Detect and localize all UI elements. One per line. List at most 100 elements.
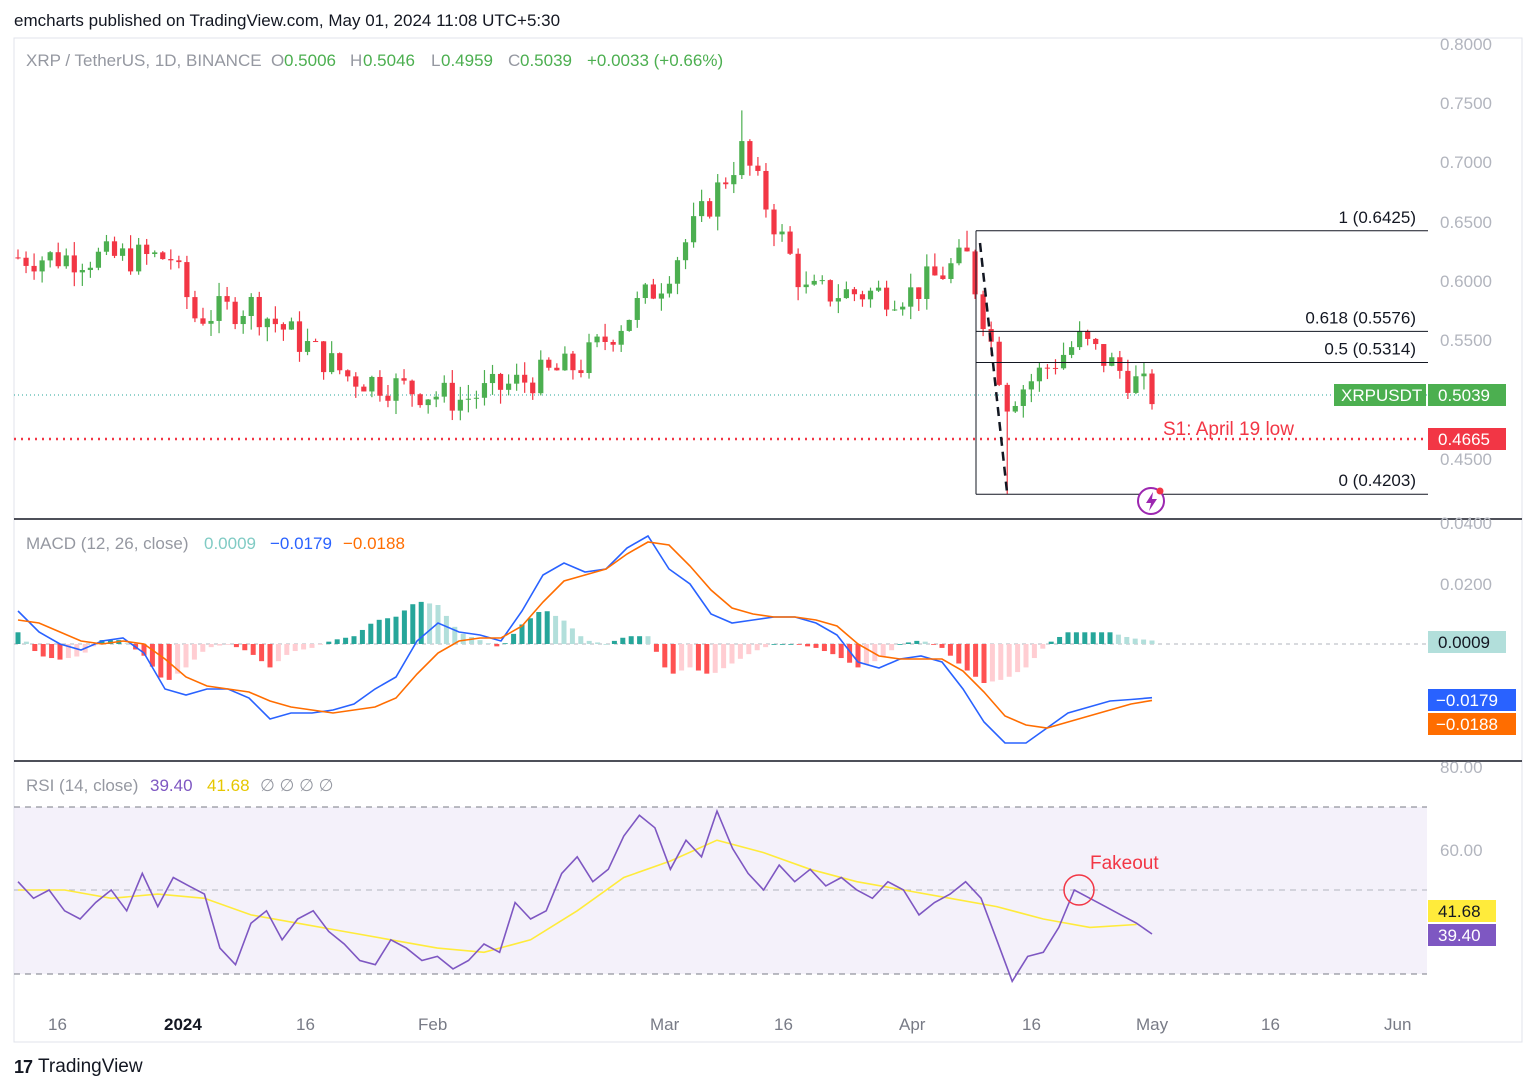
candle <box>256 291 262 336</box>
macd-hist-bar <box>620 637 626 644</box>
candle-body <box>594 336 600 343</box>
macd-hist-bar <box>905 642 911 644</box>
candle <box>739 110 745 180</box>
macd-hist-bar <box>410 604 416 644</box>
macd-hist-bar <box>49 644 55 659</box>
macd-hist-bar <box>511 633 517 644</box>
candle-body <box>610 341 616 345</box>
price-axis-tick: 0.6500 <box>1440 213 1492 232</box>
candle <box>1133 365 1139 395</box>
candle <box>160 251 166 260</box>
candle <box>240 310 246 334</box>
macd-hist-bar <box>704 644 710 674</box>
candle-body <box>369 376 375 392</box>
macd-hist-bar <box>326 641 332 644</box>
candle <box>321 341 327 380</box>
candle <box>208 310 214 336</box>
rsi-legend-extra: ∅ ∅ ∅ ∅ <box>260 776 333 795</box>
macd-legend: MACD (12, 26, close) 0.0009 −0.0179 −0.0… <box>26 534 405 553</box>
candle <box>47 251 53 268</box>
candle <box>505 374 512 396</box>
macd-hist-bar <box>1099 632 1105 644</box>
candle <box>916 287 922 311</box>
candle <box>1117 350 1123 379</box>
candle <box>618 325 624 352</box>
legend-h-label: H <box>350 51 362 70</box>
candle <box>795 248 801 301</box>
candle-body <box>811 280 817 285</box>
signal-line <box>17 541 1153 729</box>
candle-body <box>119 248 126 256</box>
macd-hist-bar <box>981 644 987 683</box>
candle-body <box>160 252 166 260</box>
candle <box>95 247 102 271</box>
candle-body <box>755 165 761 171</box>
candle <box>200 307 206 326</box>
candle-body <box>280 324 287 330</box>
fakeout-circle <box>1063 874 1095 906</box>
macd-hist-bar <box>317 644 323 645</box>
macd-hist-bar <box>578 636 584 644</box>
macd-hist-bar <box>628 636 634 644</box>
lightning-icon[interactable] <box>1137 487 1165 515</box>
candle <box>103 234 110 256</box>
macd-hist-bar <box>418 601 424 644</box>
candle-body <box>232 301 238 325</box>
macd-hist-bar <box>267 644 273 668</box>
candle-body <box>626 319 632 331</box>
candle-body <box>900 306 906 310</box>
price-axis-tick: 0.5500 <box>1440 331 1492 350</box>
candle-body <box>457 399 463 411</box>
candle <box>288 317 295 330</box>
candle-body <box>240 316 246 325</box>
candle-body <box>707 201 713 217</box>
candle <box>892 300 898 312</box>
candle-body <box>666 283 673 294</box>
macd-hist-bar <box>880 644 886 657</box>
candle-body <box>763 170 769 210</box>
candle <box>144 238 150 265</box>
macd-hist-bar <box>947 644 953 656</box>
candle-body <box>980 294 986 330</box>
tradingview-logo[interactable]: 17 TradingView <box>14 1056 143 1078</box>
candle-body <box>417 394 423 406</box>
candle-body <box>996 341 1002 385</box>
time-tick: Apr <box>899 1015 926 1034</box>
candle <box>723 177 729 189</box>
candle <box>312 338 319 343</box>
candle <box>329 341 335 375</box>
candle-body <box>321 341 327 373</box>
macd-hist-bar <box>679 644 685 671</box>
macd-tag-value: −0.0179 <box>1436 691 1498 710</box>
candle-body <box>71 255 77 273</box>
candle-body <box>337 353 343 371</box>
macd-hist-bar <box>973 644 979 677</box>
macd-axis: 0.0400 0.0200 <box>1440 514 1492 594</box>
macd-hist-bar <box>368 623 374 644</box>
macd-legend-signal: −0.0188 <box>343 534 405 553</box>
rsi-tag: 39.40 <box>1428 924 1496 946</box>
macd-hist-bar <box>250 644 256 655</box>
candle-body <box>449 382 455 411</box>
time-tick: 16 <box>1022 1015 1041 1034</box>
candle-body <box>1004 384 1010 412</box>
candle <box>63 248 69 269</box>
candle <box>763 163 769 218</box>
candle <box>956 239 962 266</box>
candle <box>771 203 777 247</box>
candle-body <box>1133 376 1139 393</box>
candle <box>1036 362 1043 392</box>
candle <box>136 237 142 275</box>
macd-hist-bar <box>687 644 693 668</box>
candle-body <box>908 287 914 307</box>
candle-body <box>489 373 496 384</box>
candle-body <box>87 267 93 271</box>
candle-body <box>932 266 938 276</box>
macd-hist-bar <box>175 644 181 674</box>
candle <box>682 239 689 270</box>
candle <box>1125 359 1131 400</box>
candle <box>715 174 721 231</box>
macd-hist-bar <box>838 644 844 659</box>
candle-body <box>522 374 528 383</box>
